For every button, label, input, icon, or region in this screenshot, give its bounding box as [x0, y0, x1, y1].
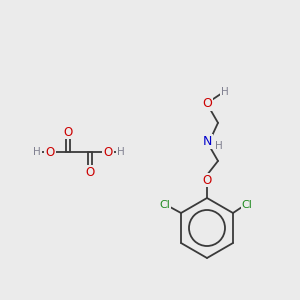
- Text: N: N: [202, 135, 212, 148]
- Text: H: H: [221, 87, 229, 97]
- Text: O: O: [202, 97, 212, 110]
- Text: O: O: [202, 173, 211, 187]
- Text: H: H: [117, 147, 125, 157]
- Text: O: O: [85, 166, 94, 178]
- Text: H: H: [33, 147, 41, 157]
- Text: Cl: Cl: [160, 200, 170, 210]
- Text: O: O: [63, 125, 73, 139]
- Text: O: O: [103, 146, 112, 158]
- Text: O: O: [45, 146, 55, 158]
- Text: H: H: [215, 141, 223, 151]
- Text: Cl: Cl: [242, 200, 252, 210]
